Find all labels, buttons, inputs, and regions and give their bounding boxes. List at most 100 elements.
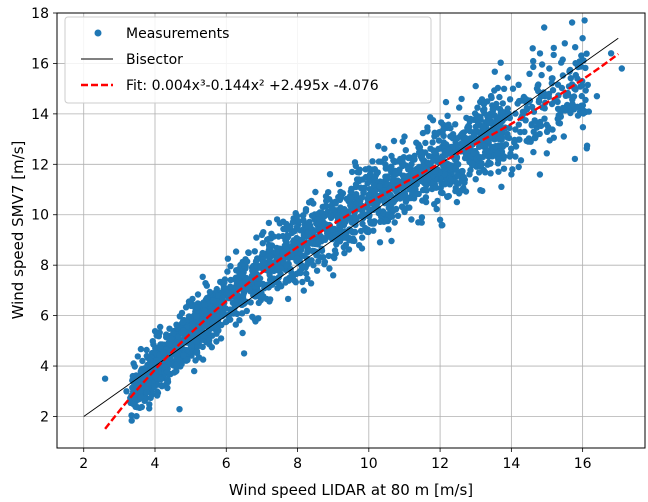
measurement-point: [302, 206, 310, 213]
measurement-point: [463, 114, 470, 122]
measurement-point: [304, 275, 311, 282]
measurement-point: [388, 200, 395, 208]
measurement-point: [579, 102, 587, 109]
measurement-point: [365, 165, 373, 172]
y-tick-label: 8: [40, 258, 49, 274]
measurement-point: [445, 121, 452, 128]
measurement-point: [528, 103, 536, 111]
measurement-point: [324, 227, 331, 235]
measurement-point: [209, 318, 216, 326]
legend: Measurements Bisector Fit: 0.004x³-0.144…: [64, 16, 432, 104]
measurement-point: [321, 258, 329, 266]
measurement-point: [266, 255, 273, 263]
measurement-point: [347, 202, 354, 209]
measurement-point: [347, 188, 354, 195]
measurement-point: [267, 296, 274, 303]
x-tick-label: 6: [222, 456, 231, 472]
measurement-point: [253, 234, 260, 241]
measurement-point: [512, 143, 520, 150]
line-series: [83, 37, 620, 430]
measurement-point: [482, 169, 489, 176]
measurement-point: [370, 182, 378, 189]
measurement-point: [232, 302, 239, 309]
measurement-point: [338, 194, 345, 201]
measurement-point: [285, 233, 292, 240]
measurement-point: [439, 221, 446, 229]
measurement-point: [382, 161, 389, 168]
measurement-point: [258, 231, 266, 239]
measurement-point: [496, 93, 503, 101]
measurement-point: [422, 139, 429, 147]
measurement-point: [392, 169, 399, 176]
measurement-point: [541, 24, 548, 31]
measurement-point: [239, 329, 246, 337]
measurement-point: [300, 217, 307, 224]
measurement-point: [221, 277, 228, 284]
measurement-point: [180, 327, 187, 334]
y-tick-label: 2: [40, 409, 49, 425]
measurement-point: [137, 345, 145, 353]
measurement-point: [310, 262, 317, 269]
measurement-point: [227, 263, 234, 270]
measurement-point: [182, 304, 190, 311]
measurement-point: [454, 172, 462, 179]
measurement-point: [364, 226, 372, 233]
measurement-point: [191, 367, 198, 375]
measurement-point: [101, 375, 109, 382]
measurement-point: [381, 145, 388, 152]
measurement-point: [394, 212, 402, 219]
measurement-point: [425, 153, 433, 160]
measurement-point: [255, 315, 262, 322]
measurement-point: [257, 292, 264, 299]
measurement-point: [254, 280, 261, 288]
measurement-point: [433, 131, 440, 138]
y-tick-label: 12: [31, 157, 49, 173]
measurement-point: [419, 129, 427, 137]
measurement-point: [390, 206, 398, 214]
x-tick-label: 16: [574, 456, 592, 472]
measurement-point: [234, 291, 241, 299]
measurement-point: [157, 376, 164, 383]
measurement-point: [308, 212, 316, 219]
measurement-point: [149, 338, 156, 345]
measurement-point: [242, 277, 249, 284]
measurement-point: [366, 171, 374, 178]
measurement-point: [225, 290, 232, 297]
measurement-point: [284, 295, 292, 303]
x-tick-label: 4: [151, 456, 160, 472]
measurement-point: [358, 194, 366, 201]
measurement-point: [405, 154, 412, 162]
measurement-point: [202, 280, 209, 287]
measurement-point: [158, 382, 165, 389]
measurement-point: [506, 96, 514, 103]
measurement-point: [133, 413, 140, 420]
measurement-point: [359, 220, 366, 227]
measurement-point: [540, 89, 547, 96]
measurement-point: [290, 238, 297, 245]
measurement-point: [582, 87, 589, 94]
measurement-point: [330, 272, 337, 279]
legend-label-fit: Fit: 0.004x³-0.144x² +2.495x -4.076: [126, 78, 379, 94]
measurement-point: [315, 258, 322, 265]
measurement-point: [477, 187, 484, 194]
measurement-point: [485, 159, 492, 166]
measurement-point: [355, 169, 363, 176]
measurement-point: [375, 143, 382, 150]
measurement-point: [544, 127, 551, 135]
measurement-point: [249, 267, 256, 274]
measurement-point: [507, 150, 514, 157]
measurement-point: [332, 250, 339, 257]
measurement-point: [500, 165, 508, 172]
measurement-point: [305, 199, 313, 206]
measurement-point: [488, 94, 495, 102]
measurement-point: [180, 352, 187, 359]
measurement-point: [355, 176, 363, 183]
measurement-point: [298, 236, 306, 243]
measurement-point: [442, 152, 449, 159]
measurement-point: [249, 313, 256, 320]
measurement-point: [459, 167, 466, 175]
measurement-point: [498, 134, 506, 141]
measurement-point: [578, 52, 585, 59]
measurement-point: [578, 92, 585, 100]
measurement-point: [554, 81, 562, 88]
